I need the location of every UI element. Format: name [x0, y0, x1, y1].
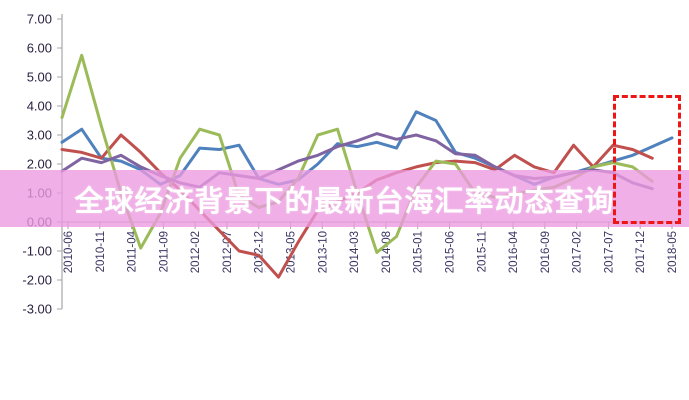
y-axis-label: -1.00: [22, 244, 52, 259]
x-axis-label: 2017-12: [635, 231, 647, 273]
y-axis-label: 2.00: [27, 157, 52, 172]
page-title: 全球经济背景下的最新台海汇率动态查询: [74, 185, 615, 218]
x-axis-label: 2012-02: [190, 231, 202, 273]
y-axis-label: 7.00: [27, 12, 52, 27]
x-axis-label: 2015-06: [444, 231, 456, 273]
x-axis-label: 2017-02: [572, 231, 584, 273]
y-axis-label: -3.00: [22, 302, 52, 317]
x-axis-label: 2017-07: [603, 231, 615, 273]
chart-legend: 美国:GDP:不变价:折年数:同比 季 欧元区:GDP:不变价:当季同比 季 日…: [0, 330, 689, 400]
y-axis-label: 3.00: [27, 128, 52, 143]
x-axis-label: 2016-09: [540, 231, 552, 273]
x-axis-label: 2011-04: [127, 230, 139, 272]
x-axis-label: 2016-04: [508, 230, 520, 273]
x-axis-label: 2014-03: [349, 231, 361, 273]
x-axis-label: 2015-01: [413, 231, 425, 273]
y-axis-label: -2.00: [22, 273, 52, 288]
y-axis-label: 4.00: [27, 99, 52, 114]
x-axis-label: 2018-05: [667, 231, 679, 273]
highlight-dashed-rect: [613, 95, 681, 224]
x-axis-label: 2014-08: [381, 231, 393, 273]
y-axis-label: 6.00: [27, 41, 52, 56]
x-axis-label: 2010-06: [63, 231, 75, 273]
x-axis-label: 2011-09: [158, 231, 170, 272]
x-axis-label: 2015-11: [476, 231, 488, 272]
title-banner: 全球经济背景下的最新台海汇率动态查询: [0, 170, 689, 227]
x-axis-label: 2013-10: [317, 231, 329, 273]
x-axis-label: 2010-11: [95, 231, 107, 272]
x-axis-label: 2012-12: [254, 231, 266, 273]
y-axis-label: 5.00: [27, 70, 52, 85]
